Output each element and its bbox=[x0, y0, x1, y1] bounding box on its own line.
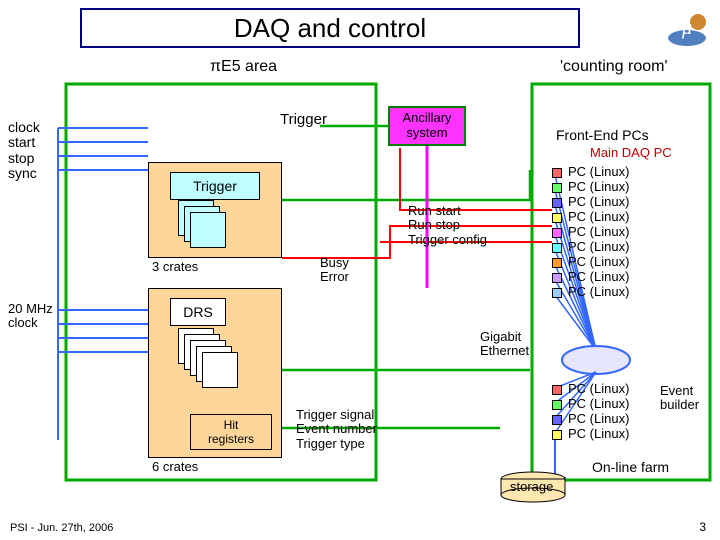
stack-card bbox=[202, 352, 238, 388]
trigger-box: Trigger bbox=[170, 172, 260, 200]
left-signal-labels: clock start stop sync bbox=[8, 120, 40, 182]
storage-label: storage bbox=[510, 480, 553, 494]
pc-color-icon bbox=[552, 168, 562, 178]
pc-row: PC (Linux) bbox=[552, 225, 629, 240]
pc-row: PC (Linux) bbox=[552, 270, 629, 285]
page-title: DAQ and control bbox=[80, 8, 580, 48]
counting-room-label: 'counting room' bbox=[560, 58, 668, 76]
pc-row: PC (Linux) bbox=[552, 165, 629, 180]
pc-label: PC (Linux) bbox=[568, 397, 629, 412]
pc-label: PC (Linux) bbox=[568, 270, 629, 285]
20mhz-label: 20 MHz clock bbox=[8, 302, 53, 331]
pc-label: PC (Linux) bbox=[568, 240, 629, 255]
drs-card-stack bbox=[178, 328, 250, 394]
trigger-output-labels: Trigger signal Event number Trigger type bbox=[296, 408, 377, 451]
pc-row: PC (Linux) bbox=[552, 240, 629, 255]
gigabit-label: Gigabit Ethernet bbox=[480, 330, 529, 359]
run-control-labels: Run start Run stop Trigger config bbox=[408, 204, 487, 247]
pc-color-icon bbox=[552, 228, 562, 238]
pc-color-icon bbox=[552, 243, 562, 253]
pc-row: PC (Linux) bbox=[552, 397, 629, 412]
pc-label: PC (Linux) bbox=[568, 255, 629, 270]
pc-color-icon bbox=[552, 198, 562, 208]
pc-label: PC (Linux) bbox=[568, 165, 629, 180]
pc-label: PC (Linux) bbox=[568, 412, 629, 427]
pc-color-icon bbox=[552, 385, 562, 395]
pc-color-icon bbox=[552, 183, 562, 193]
online-farm-list: PC (Linux)PC (Linux)PC (Linux)PC (Linux) bbox=[552, 382, 629, 442]
page-number: 3 bbox=[699, 520, 706, 534]
trigger-card-stack bbox=[178, 200, 238, 254]
pc-label: PC (Linux) bbox=[568, 382, 629, 397]
online-farm-label: On-line farm bbox=[592, 460, 669, 475]
crates6-label: 6 crates bbox=[152, 460, 198, 474]
pc-row: PC (Linux) bbox=[552, 382, 629, 397]
pc-row: PC (Linux) bbox=[552, 195, 629, 210]
svg-text:μ: μ bbox=[681, 17, 692, 39]
crates3-label: 3 crates bbox=[152, 260, 198, 274]
pc-color-icon bbox=[552, 213, 562, 223]
busy-error-labels: Busy Error bbox=[320, 256, 349, 285]
pc-row: PC (Linux) bbox=[552, 427, 629, 442]
hit-registers-box: Hit registers bbox=[190, 414, 272, 450]
frontend-pcs-title: Front-End PCs bbox=[556, 128, 649, 143]
pc-label: PC (Linux) bbox=[568, 195, 629, 210]
pc-color-icon bbox=[552, 273, 562, 283]
drs-box: DRS bbox=[170, 298, 226, 326]
frontend-pc-list: PC (Linux)PC (Linux)PC (Linux)PC (Linux)… bbox=[552, 165, 629, 299]
pc-color-icon bbox=[552, 415, 562, 425]
main-daq-label: Main DAQ PC bbox=[590, 146, 672, 160]
logo: μ bbox=[666, 12, 708, 48]
pc-row: PC (Linux) bbox=[552, 285, 629, 300]
pe5-area-label: πE5 area bbox=[210, 58, 277, 76]
pc-label: PC (Linux) bbox=[568, 285, 629, 300]
ancillary-system-box: Ancillary system bbox=[388, 106, 466, 146]
pc-row: PC (Linux) bbox=[552, 180, 629, 195]
pc-label: PC (Linux) bbox=[568, 225, 629, 240]
pc-color-icon bbox=[552, 430, 562, 440]
stack-card bbox=[190, 212, 226, 248]
event-builder-label: Event builder bbox=[660, 384, 699, 413]
pc-row: PC (Linux) bbox=[552, 412, 629, 427]
pc-row: PC (Linux) bbox=[552, 255, 629, 270]
pc-color-icon bbox=[552, 288, 562, 298]
pc-label: PC (Linux) bbox=[568, 210, 629, 225]
pc-label: PC (Linux) bbox=[568, 180, 629, 195]
footer-text: PSI - Jun. 27th, 2006 bbox=[10, 522, 113, 534]
pc-label: PC (Linux) bbox=[568, 427, 629, 442]
trigger-label: Trigger bbox=[280, 112, 327, 129]
pc-color-icon bbox=[552, 400, 562, 410]
pc-color-icon bbox=[552, 258, 562, 268]
pc-row: PC (Linux) bbox=[552, 210, 629, 225]
